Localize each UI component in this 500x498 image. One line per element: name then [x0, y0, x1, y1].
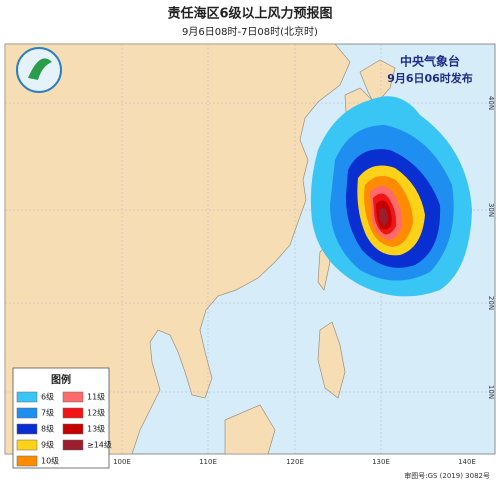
issuer-name: 中央气象台 [400, 54, 460, 69]
legend-label: 9级 [41, 440, 54, 450]
legend-swatch [16, 439, 38, 451]
subtitle: 9月6日08时-7日08时(北京时) [182, 25, 318, 38]
borneo [224, 404, 276, 455]
title: 责任海区6级以上风力预报图 [167, 6, 332, 22]
latitude-label: 30N [487, 203, 495, 217]
legend-swatch [16, 391, 38, 403]
legend-label: 12级 [87, 408, 105, 418]
legend-label: 7级 [41, 408, 54, 418]
legend-swatch [62, 423, 84, 435]
longitude-label: 140E [458, 458, 476, 466]
latitude-label: 20N [487, 296, 495, 310]
legend-label: 10级 [41, 456, 59, 466]
legend-items: 6级 7级 8级 9级 10级 11级 12级 13级 ≥14级 [16, 391, 112, 467]
legend-title: 图例 [51, 373, 71, 386]
approval-number: 审图号:GS (2019) 3082号 [404, 471, 490, 480]
legend-label: 6级 [41, 392, 54, 402]
legend-swatch [16, 455, 38, 467]
philippines [317, 321, 346, 399]
issue-time: 9月6日06时发布 [387, 71, 473, 85]
longitude-label: 110E [199, 458, 217, 466]
legend-label: 11级 [87, 392, 105, 402]
emblem-mark [28, 58, 52, 80]
legend-label: ≥14级 [87, 440, 112, 450]
wind-area [379, 208, 389, 226]
grid [5, 44, 495, 454]
legend-swatch [62, 391, 84, 403]
latitude-label: 40N [487, 96, 495, 110]
wind-field [310, 96, 472, 297]
latitude-label: 10N [487, 385, 495, 399]
legend-swatch [16, 407, 38, 419]
legend-swatch [62, 439, 84, 451]
legend-swatch [16, 423, 38, 435]
northeast [359, 59, 396, 106]
legend-swatch [62, 407, 84, 419]
longitude-label: 130E [372, 458, 390, 466]
legend-label: 8级 [41, 424, 54, 434]
longitude-label: 120E [286, 458, 304, 466]
legend-label: 13级 [87, 424, 105, 434]
longitude-label: 100E [113, 458, 131, 466]
